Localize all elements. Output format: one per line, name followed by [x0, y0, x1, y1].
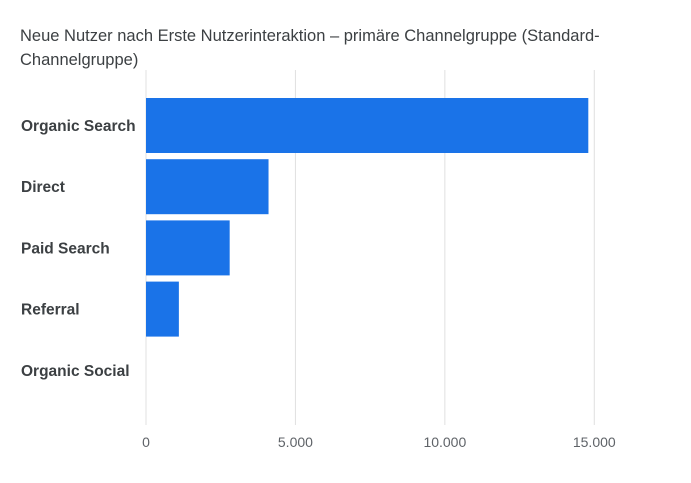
labels-layer: 0 5.000 10.000 15.000 Organic Search Direct Pa… [21, 118, 616, 450]
category-label: Direct [21, 179, 65, 196]
x-tick-label: 10.000 [423, 434, 466, 450]
bar-referral[interactable] [146, 281, 179, 337]
bar-paid-search[interactable] [146, 220, 230, 276]
bars-layer [146, 98, 589, 337]
x-tick-label: 15.000 [573, 434, 616, 450]
x-tick-label: 5.000 [278, 434, 313, 450]
category-label: Organic Search [21, 118, 136, 135]
category-label: Referral [21, 302, 80, 319]
category-label: Organic Social [21, 363, 130, 380]
bar-organic-search[interactable] [146, 98, 589, 153]
category-label: Paid Search [21, 240, 110, 257]
chart-title: Neue Nutzer nach Erste Nutzerinteraktion… [20, 27, 600, 69]
bar-direct[interactable] [146, 159, 269, 215]
x-tick-label: 0 [142, 434, 150, 450]
